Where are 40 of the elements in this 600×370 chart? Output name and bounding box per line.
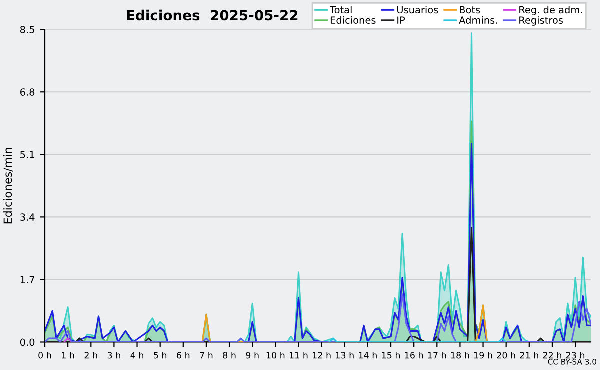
x-tick-label: 10 h bbox=[266, 352, 285, 359]
x-tick-label: 6 h bbox=[177, 352, 190, 359]
x-tick-label: 11 h bbox=[290, 352, 308, 359]
x-tick-label: 3 h bbox=[108, 352, 120, 359]
legend-label: Reg. de adm. bbox=[520, 6, 582, 16]
x-tick-label: 0 h bbox=[38, 352, 52, 359]
chart-title: Ediciones 2025-05-22 bbox=[127, 10, 298, 21]
x-tick-label: 21 h bbox=[520, 352, 538, 359]
x-tick-label: 16 h bbox=[405, 352, 424, 359]
x-tick-label: 4 h bbox=[130, 352, 144, 359]
legend-label: Ediciones bbox=[330, 16, 376, 24]
y-tick-label: 8.5 bbox=[20, 26, 34, 34]
y-axis-title: Ediciones/min bbox=[4, 148, 13, 224]
x-tick-label: 17 h bbox=[428, 352, 446, 359]
legend-label: Total bbox=[330, 6, 352, 14]
x-tick-label: 8 h bbox=[223, 352, 236, 359]
x-tick-label: 18 h bbox=[451, 352, 470, 359]
y-tick-label: 3.4 bbox=[20, 214, 35, 222]
x-tick-label: 7 h bbox=[200, 352, 213, 359]
legend-label: Usuarios bbox=[397, 6, 438, 14]
x-tick-label: 12 h bbox=[313, 352, 331, 359]
y-tick-label: 1.7 bbox=[20, 276, 34, 284]
x-tick-label: 14 h bbox=[359, 352, 377, 359]
x-tick-label: 9 h bbox=[246, 352, 259, 359]
y-tick-label: 5.1 bbox=[20, 151, 34, 158]
x-tick-label: 19 h bbox=[474, 352, 492, 359]
x-tick-label: 2 h bbox=[84, 352, 98, 359]
x-tick-label: 23 h bbox=[566, 352, 585, 359]
y-tick-label: 6.8 bbox=[20, 88, 35, 96]
legend-label: Bots bbox=[460, 6, 480, 14]
legend-label: Registros bbox=[520, 16, 564, 26]
x-tick-label: 5 h bbox=[154, 352, 167, 359]
x-tick-label: 13 h bbox=[336, 352, 354, 359]
x-tick-label: 22 h bbox=[543, 352, 562, 359]
legend-label: Admins. bbox=[459, 16, 498, 24]
y-tick-label: 0.0 bbox=[20, 338, 35, 346]
x-tick-label: 1 h bbox=[62, 352, 74, 359]
x-tick-label: 20 h bbox=[497, 352, 516, 359]
legend-label: IP bbox=[398, 16, 406, 24]
x-tick-label: 15 h bbox=[382, 352, 400, 359]
